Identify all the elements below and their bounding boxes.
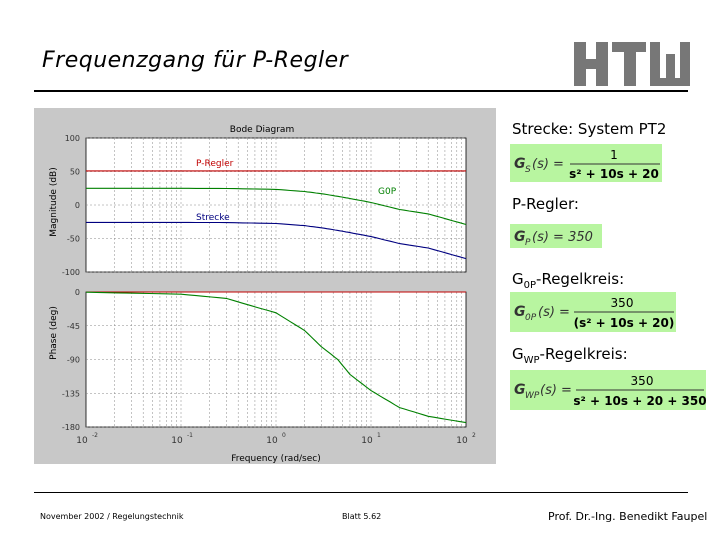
formula-sub: 0P (525, 313, 537, 323)
formula-arg: (s) = (538, 305, 570, 320)
legend-g0p: G0P (378, 187, 397, 197)
regler-label: P-Regler: (512, 195, 579, 213)
formula-numerator: 1 (610, 148, 618, 162)
label-sub: 0P (523, 280, 537, 291)
footer-left: November 2002 / Regelungstechnik (40, 512, 184, 521)
regler-formula: G P (s) = 350 (510, 224, 602, 248)
label-sub: WP (523, 355, 540, 366)
formula-numerator: 350 (611, 296, 634, 310)
footer-divider (34, 492, 688, 493)
bode-diagram: 100 50 0 -50 -100 0 -45 -90 -135 -180 10 -2 10 -1 10 0… (34, 108, 496, 464)
x-tick-exponent: 1 (377, 432, 381, 439)
label-rest: -Regelkreis: (539, 345, 628, 363)
formula-arg: (s) = 350 (532, 230, 593, 245)
formula-denominator: s² + 10s + 20 (569, 167, 659, 181)
formula-denominator: (s² + 10s + 20) (574, 316, 675, 330)
formula-lhs: G (514, 304, 526, 320)
magnitude-axis-label: Magnitude (dB) (49, 167, 59, 236)
chart-marks (85, 170, 467, 424)
phase-axes: 0 -45 -90 -135 -180 10 -2 10 -1 10 0 10 1 10 2 (62, 288, 476, 446)
g0p-formula: G 0P (s) = 350 (s² + 10s + 20) (510, 292, 676, 332)
strecke-label: Strecke: System PT2 (512, 120, 667, 138)
formula-arg: (s) = (532, 157, 564, 172)
legend-p-regler: P-Regler (196, 159, 234, 169)
label-main: G (512, 345, 524, 363)
formula-lhs: G (514, 229, 526, 245)
magnitude-axes: 100 50 0 -50 -100 (62, 134, 467, 277)
g0p-label: G0P-Regelkreis: (512, 270, 624, 291)
formula-numerator: 350 (631, 374, 654, 388)
legend-strecke: Strecke (196, 213, 230, 223)
chart-title: Bode Diagram (230, 125, 294, 135)
phase-y-tick-label: 0 (75, 288, 80, 297)
htw-logo (574, 42, 690, 86)
gwp-formula: G WP (s) = 350 s² + 10s + 20 + 350 (510, 370, 707, 410)
x-tick-label: 10 (266, 436, 278, 446)
slide-title: Frequenzgang für P-Regler (42, 48, 349, 73)
phase-y-tick-label: -90 (67, 356, 80, 365)
title-divider (34, 90, 688, 92)
x-tick-exponent: 0 (282, 432, 286, 439)
formula-sub: WP (525, 391, 540, 401)
label-rest: -Regelkreis: (536, 270, 625, 288)
formula-denominator: s² + 10s + 20 + 350 (573, 394, 706, 408)
formula-arg: (s) = (540, 383, 572, 398)
magnitude-y-tick-label: -50 (67, 235, 80, 244)
phase-y-tick-label: -180 (62, 423, 80, 432)
phase-y-tick-label: -45 (67, 322, 80, 331)
x-tick-label: 10 (76, 436, 88, 446)
magnitude-y-tick-label: -100 (62, 268, 80, 277)
x-tick-exponent: -1 (187, 432, 193, 439)
magnitude-y-tick-label: 100 (65, 134, 80, 143)
x-axis-label: Frequency (rad/sec) (231, 454, 321, 464)
strecke-formula: G S (s) = 1 s² + 10s + 20 (510, 144, 662, 182)
magnitude-y-tick-label: 0 (75, 201, 80, 210)
formula-lhs: G (514, 382, 526, 398)
phase-series-g0p (85, 291, 467, 424)
x-tick-exponent: -2 (92, 432, 98, 439)
formula-sub: P (525, 238, 531, 248)
x-tick-exponent: 2 (472, 432, 476, 439)
x-tick-label: 10 (456, 436, 468, 446)
phase-axis-label: Phase (deg) (49, 306, 59, 360)
logo-letters (574, 42, 690, 86)
magnitude-series-strecke (86, 221, 467, 260)
x-tick-label: 10 (361, 436, 373, 446)
magnitude-series-g0p (86, 187, 467, 226)
label-main: G (512, 270, 524, 288)
phase-y-tick-label: -135 (62, 389, 80, 398)
footer-right: Prof. Dr.-Ing. Benedikt Faupel (548, 510, 708, 523)
footer-center: Blatt 5.62 (342, 512, 382, 521)
formula-sub: S (525, 165, 531, 175)
gwp-label: GWP-Regelkreis: (512, 345, 628, 366)
magnitude-y-tick-label: 50 (70, 168, 80, 177)
formula-lhs: G (514, 156, 526, 172)
x-tick-label: 10 (171, 436, 183, 446)
